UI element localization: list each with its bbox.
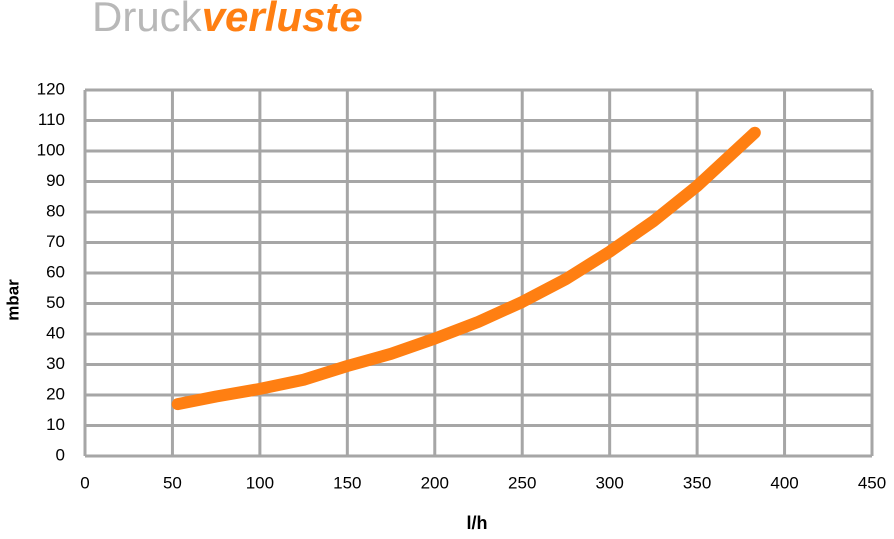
y-tick-label: 120 [37, 79, 65, 98]
x-axis-label: l/h [467, 513, 488, 533]
y-tick-label: 110 [38, 110, 65, 129]
y-tick-label: 80 [46, 201, 65, 220]
x-tick-label: 0 [80, 473, 89, 492]
y-tick-label: 70 [46, 232, 65, 251]
y-tick-label: 40 [46, 323, 65, 342]
x-tick-label: 300 [595, 473, 623, 492]
y-tick-label: 90 [46, 171, 65, 190]
y-tick-label: 60 [46, 262, 65, 281]
chart-title: Druckverluste [92, 0, 363, 40]
x-tick-label: 50 [163, 473, 182, 492]
x-tick-label: 350 [683, 473, 711, 492]
x-tick-label: 400 [770, 473, 798, 492]
x-tick-label: 250 [508, 473, 536, 492]
x-tick-label: 450 [858, 473, 886, 492]
y-tick-label: 30 [46, 354, 65, 373]
title-light: Druck [92, 0, 203, 40]
data-line [171, 126, 761, 411]
title-accent: verluste [202, 0, 363, 40]
y-tick-label: 0 [56, 445, 65, 464]
x-tick-label: 100 [246, 473, 274, 492]
x-tick-label: 200 [421, 473, 449, 492]
y-tick-label: 20 [46, 384, 65, 403]
y-tick-label: 10 [46, 415, 65, 434]
y-axis-label: mbar [3, 279, 22, 321]
y-tick-label: 100 [37, 140, 65, 159]
y-tick-label: 50 [46, 293, 65, 312]
x-tick-label: 150 [333, 473, 361, 492]
